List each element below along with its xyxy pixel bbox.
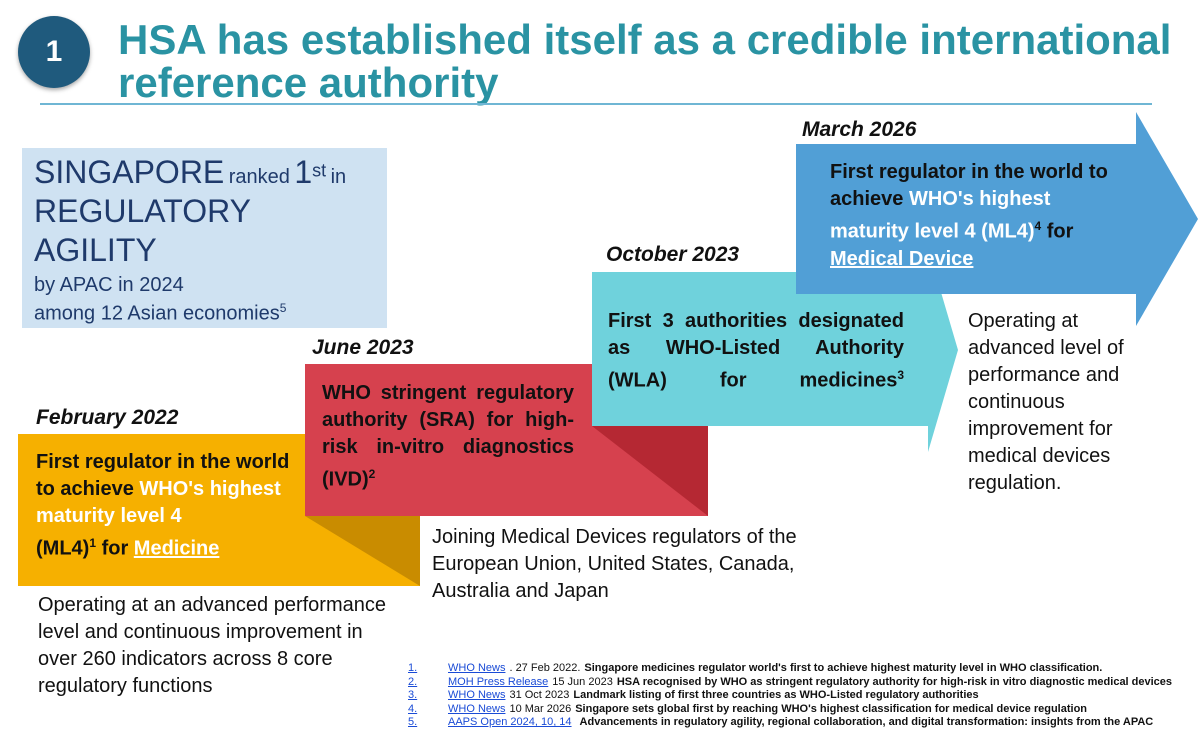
- step2-date: June 2023: [312, 336, 414, 359]
- step2-ref: 2: [368, 467, 376, 481]
- reference-description: Singapore sets global first by reaching …: [575, 702, 1088, 715]
- title-divider: [40, 103, 1152, 105]
- step4-date: March 2026: [802, 118, 917, 141]
- reference-source-link[interactable]: WHO News: [448, 662, 506, 674]
- reference-number[interactable]: 2.: [408, 675, 418, 688]
- reference-number[interactable]: 3.: [408, 689, 418, 701]
- step1-date: February 2022: [36, 406, 179, 429]
- ranking-ranked-word: ranked: [228, 166, 290, 188]
- section-number-badge: 1: [18, 16, 90, 88]
- ranking-category-line2: AGILITY: [34, 232, 157, 268]
- reference-description: Advancements in regulatory agility, regi…: [579, 716, 1154, 728]
- reference-description: Singapore medicines regulator world's fi…: [584, 662, 1103, 674]
- step3-text: First 3 authorities designated as WHO-Li…: [608, 308, 904, 395]
- reference-item: 4. WHO News 10 Mar 2026 Singapore sets g…: [408, 703, 1198, 717]
- ranking-ref: 5: [279, 301, 287, 315]
- step2-text-body: WHO stringent regulatory authority (SRA)…: [322, 382, 574, 491]
- reference-date: 15 Jun 2023: [552, 675, 613, 688]
- ranking-country: SINGAPORE: [34, 154, 225, 190]
- step4-text: First regulator in the world to achieve …: [830, 159, 1130, 273]
- step1-text-a: First regulator in the world to achieve: [36, 451, 290, 500]
- step2-note: Joining Medical Devices regulators of th…: [432, 526, 797, 602]
- step1-text: First regulator in the world to achieve …: [36, 449, 298, 563]
- ranking-scope-text: among 12 Asian economies: [34, 302, 280, 325]
- ranking-headline: SINGAPORE ranked 1st in: [34, 154, 346, 191]
- reference-description: Landmark listing of first three countrie…: [573, 689, 979, 701]
- step4-text-c: for: [1041, 220, 1074, 243]
- step1-highlight: WHO's highest maturity level 4: [36, 478, 281, 527]
- reference-date: 10 Mar 2026: [509, 702, 572, 715]
- step3-ref: 3: [897, 368, 904, 382]
- reference-number[interactable]: 5.: [408, 716, 418, 728]
- ranking-in-word: in: [330, 166, 347, 188]
- step1-ref: 1: [89, 536, 97, 550]
- reference-source-link[interactable]: WHO News: [448, 702, 506, 715]
- step3-date: October 2023: [606, 243, 740, 266]
- step3-arrow: [592, 248, 958, 452]
- reference-description: HSA recognised by WHO as stringent regul…: [616, 675, 1173, 688]
- ranking-scope: among 12 Asian economies5: [34, 301, 286, 326]
- page-title: HSA has established itself as a credible…: [118, 16, 1172, 106]
- step4-note: Operating at advanced level of performan…: [968, 310, 1124, 494]
- reference-date: 31 Oct 2023: [509, 689, 570, 701]
- reference-item: 1. WHO News . 27 Feb 2022. Singapore med…: [408, 662, 1198, 676]
- reference-item: 2. MOH Press Release 15 Jun 2023 HSA rec…: [408, 676, 1198, 690]
- reference-item: 5. AAPS Open 2024, 10, 14 Advancements i…: [408, 716, 1198, 730]
- reference-source-link[interactable]: AAPS Open 2024, 10, 14: [448, 716, 572, 728]
- step1-text-b: (ML4): [36, 537, 90, 560]
- ranking-suffix: st: [312, 160, 327, 181]
- step4-arrow: [796, 112, 1198, 326]
- reference-number[interactable]: 4.: [408, 702, 418, 715]
- step2-fold: [592, 426, 708, 516]
- ranking-number: 1: [294, 154, 313, 190]
- reference-source-link[interactable]: WHO News: [448, 689, 506, 701]
- reference-item: 3. WHO News 31 Oct 2023 Landmark listing…: [408, 689, 1198, 703]
- reference-source-link[interactable]: MOH Press Release: [448, 675, 549, 688]
- step2-text: WHO stringent regulatory authority (SRA)…: [322, 380, 574, 494]
- reference-date: . 27 Feb 2022.: [509, 662, 581, 674]
- step4-text-a: First regulator in the world to achieve: [830, 161, 1108, 210]
- step1-note: Operating at an advanced performance lev…: [38, 594, 386, 697]
- step1-text-c: for: [96, 537, 134, 560]
- reference-number[interactable]: 1.: [408, 662, 418, 674]
- step4-ref: 4: [1034, 219, 1042, 233]
- step4-medical-device-link[interactable]: Medical Device: [830, 247, 974, 270]
- step1-medicine-link[interactable]: Medicine: [133, 537, 220, 560]
- references-list: 1. WHO News . 27 Feb 2022. Singapore med…: [408, 662, 1198, 730]
- ranking-panel: SINGAPORE ranked 1st in REGULATORY AGILI…: [22, 148, 387, 328]
- step4-highlight: WHO's highest maturity level 4 (ML4): [830, 188, 1051, 243]
- step3-text-body: First 3 authorities designated as WHO-Li…: [608, 310, 904, 392]
- ranking-category-line1: REGULATORY: [34, 193, 251, 229]
- ranking-source: by APAC in 2024: [34, 274, 184, 296]
- step1-fold: [305, 516, 420, 586]
